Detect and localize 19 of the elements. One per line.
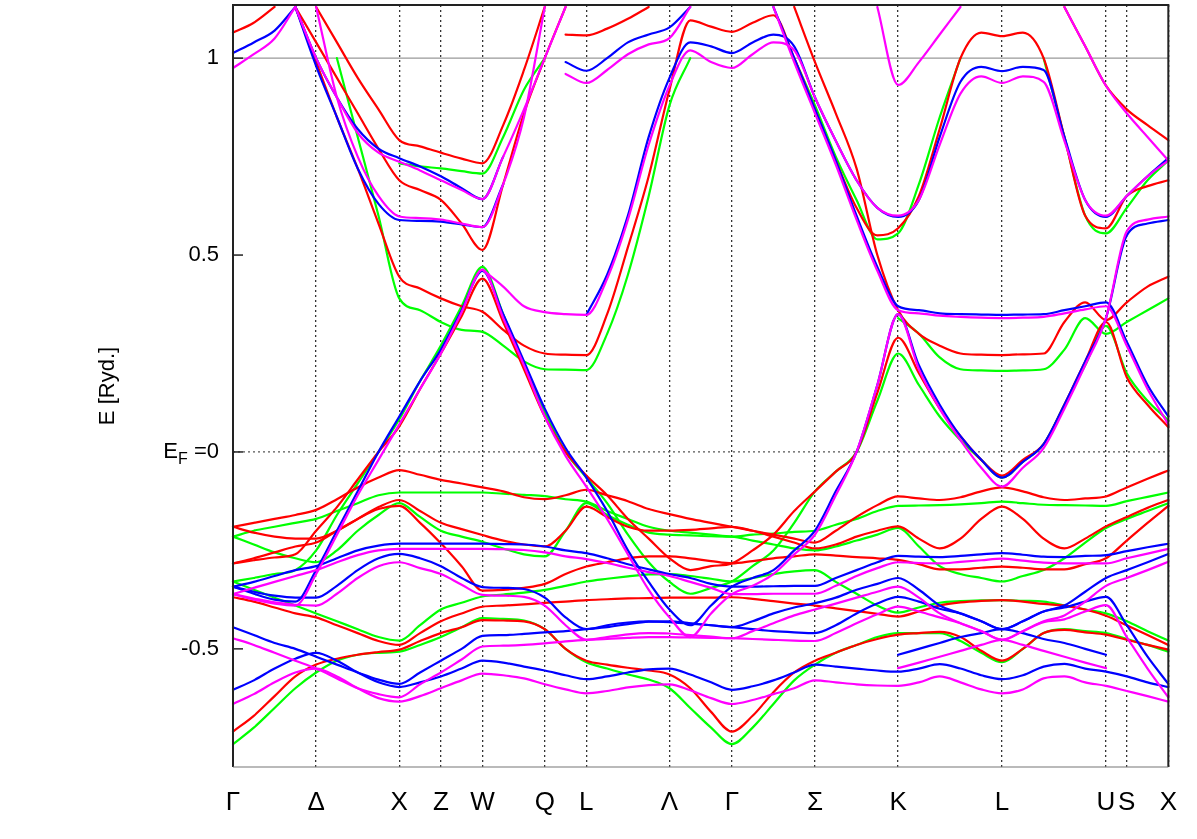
x-tick-label: W (470, 785, 496, 816)
x-tick-label: K (889, 785, 908, 816)
y-axis-title: E [Ryd.] (94, 346, 120, 426)
x-tick-label: Z (432, 785, 449, 816)
x-tick-label: Γ (225, 785, 241, 816)
x-tick-label: L (994, 785, 1010, 816)
y-tick-label: 0.5 (188, 241, 220, 267)
x-tick-label: Δ (307, 785, 325, 816)
x-tick-label: Σ (806, 785, 824, 816)
x-tick-label: Λ (660, 785, 679, 816)
y-tick-label: 1 (206, 44, 220, 70)
x-tick-label: L (579, 785, 594, 816)
x-tick-label: X (390, 785, 408, 816)
x-tick-label: U (1096, 785, 1116, 816)
x-tick-label: X (1159, 785, 1177, 816)
x-tick-label: Q (534, 785, 555, 816)
y-tick-label: -0.5 (181, 634, 220, 660)
x-tick-label: Γ (724, 785, 740, 816)
x-tick-label: S (1118, 785, 1136, 816)
